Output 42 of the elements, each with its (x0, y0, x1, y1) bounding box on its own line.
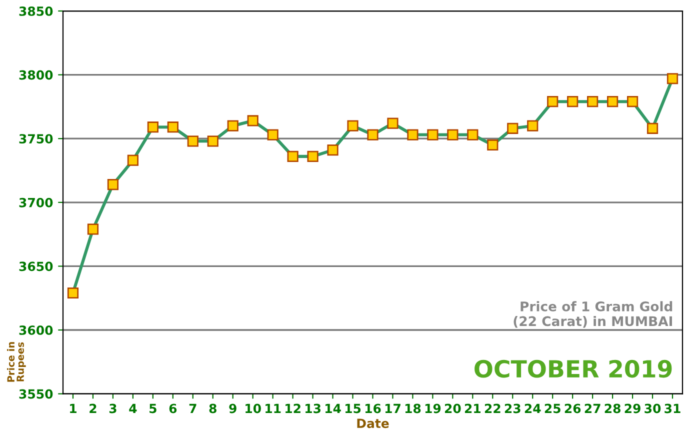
x-tick-label: 13 (306, 404, 320, 414)
y-tick-label: 3700 (19, 198, 53, 208)
y-axis-title: Price in Rupees (7, 342, 26, 382)
x-tick-label: 26 (564, 404, 581, 414)
x-tick-label: 22 (484, 404, 500, 414)
x-tick-label: 2 (90, 404, 96, 414)
x-tick-label: 3 (109, 404, 116, 414)
x-tick-label: 29 (624, 404, 640, 414)
x-tick-label: 6 (169, 404, 177, 414)
y-tick-label: 3550 (19, 389, 53, 399)
x-tick-label: 20 (444, 404, 461, 414)
x-tick-label: 17 (385, 404, 400, 414)
x-tick-label: 8 (209, 404, 216, 414)
x-tick-label: 14 (325, 404, 341, 414)
x-tick-label: 27 (584, 404, 600, 414)
x-tick-label: 9 (229, 404, 236, 414)
y-tick-label: 3750 (19, 134, 53, 144)
x-tick-label: 12 (286, 404, 300, 414)
x-tick-label: 15 (345, 404, 361, 414)
x-tick-label: 21 (464, 404, 481, 414)
x-tick-label: 19 (425, 404, 441, 414)
x-tick-label: 11 (266, 404, 281, 414)
x-axis-title: Date (357, 418, 389, 428)
x-tick-label: 28 (604, 404, 620, 414)
text: OCTOBER 2019 (474, 360, 672, 378)
text: Price of 1 Gram Gold (22 Carat) in MUMBAI (514, 301, 672, 328)
x-tick-label: 30 (644, 404, 661, 414)
x-tick-label: 18 (405, 404, 421, 414)
x-tick-label: 7 (189, 404, 196, 414)
x-tick-label: 5 (150, 404, 156, 414)
x-tick-label: 1 (70, 404, 76, 414)
x-tick-label: 10 (246, 404, 261, 414)
x-tick-label: 25 (544, 404, 560, 414)
y-tick-label: 3650 (19, 262, 53, 272)
y-tick-label: 3800 (19, 70, 53, 80)
x-tick-label: 31 (664, 404, 680, 414)
x-tick-label: 16 (365, 404, 381, 414)
y-tick-label: 3600 (19, 325, 53, 335)
x-tick-label: 24 (524, 404, 541, 414)
y-tick-label: 3850 (19, 6, 53, 16)
x-tick-label: 23 (504, 404, 520, 414)
x-tick-label: 4 (129, 404, 137, 414)
